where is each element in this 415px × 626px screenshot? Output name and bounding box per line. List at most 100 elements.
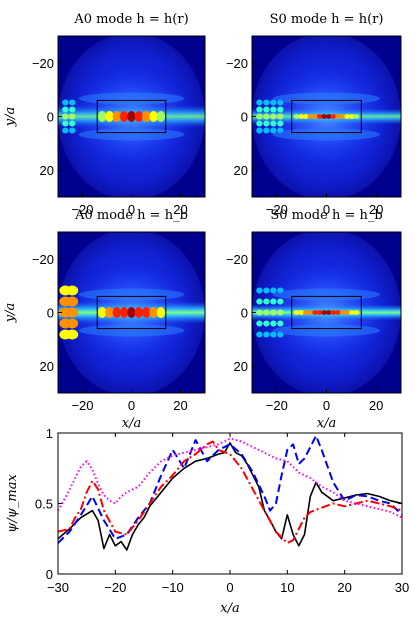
- y-tick-label: 0: [47, 306, 54, 321]
- field-hotspot: [142, 111, 151, 122]
- source-spot: [270, 120, 277, 127]
- source-spot: [270, 106, 277, 113]
- source-spot: [256, 99, 263, 106]
- source-spot: [277, 106, 284, 113]
- y-axis-label: y/a: [3, 303, 18, 323]
- y-tick-label: 1: [46, 426, 53, 441]
- source-spot: [256, 287, 263, 294]
- field-hotspot: [298, 310, 305, 315]
- x-tick-label: −20: [266, 202, 288, 217]
- y-tick-label: 0.5: [35, 497, 53, 512]
- source-spot: [263, 120, 270, 127]
- field-hotspot: [303, 310, 309, 315]
- field-hotspot: [105, 307, 114, 318]
- field-lobe: [272, 92, 381, 105]
- source-spot: [256, 320, 263, 327]
- field-lobe: [78, 324, 185, 337]
- source-spot: [263, 298, 270, 305]
- source-spot: [66, 329, 79, 340]
- x-tick-label: 0: [128, 398, 135, 413]
- source-spot: [270, 113, 277, 120]
- field-hotspot: [298, 114, 305, 119]
- source-spot: [66, 296, 79, 307]
- heatmap-field: [58, 36, 205, 197]
- source-spot: [66, 318, 79, 329]
- y-axis-label: ψ/ψ_max: [5, 473, 20, 532]
- panel-title: A0 mode h = h_b: [74, 208, 188, 223]
- x-tick-label: 20: [337, 580, 351, 595]
- field-hotspot: [149, 111, 158, 122]
- field-hotspot: [134, 307, 144, 318]
- field-hotspot: [119, 307, 129, 318]
- field-hotspot: [119, 111, 129, 122]
- field-hotspot: [112, 307, 122, 318]
- heatmap-panel-4: −20 0 20 −20 0 20 S0 mode h = h_b x/a: [226, 208, 402, 431]
- y-tick-label: 0: [47, 110, 54, 125]
- y-tick-label: 0: [46, 567, 53, 582]
- y-tick-label: 20: [40, 359, 54, 374]
- x-tick-label: 0: [323, 202, 330, 217]
- source-spot: [263, 331, 270, 338]
- scatterer-box: [291, 295, 362, 330]
- y-tick-label: −20: [32, 252, 54, 267]
- y-tick-label: 20: [234, 359, 248, 374]
- source-spot: [256, 309, 263, 316]
- y-tick-label: 0: [241, 306, 248, 321]
- field-hotspot: [321, 310, 328, 315]
- source-spot: [263, 287, 270, 294]
- field-hotspot: [325, 114, 332, 119]
- source-spot: [62, 120, 69, 127]
- plot-area: [58, 434, 402, 551]
- y-tick-label: 20: [234, 163, 248, 178]
- source-spot: [270, 331, 277, 338]
- source-spot: [256, 120, 263, 127]
- field-hotspot: [127, 307, 136, 318]
- x-tick-label: −20: [71, 398, 93, 413]
- source-spot: [62, 113, 69, 120]
- source-spot: [69, 113, 76, 120]
- field-hotspot: [127, 111, 136, 122]
- x-tick-label: 30: [395, 580, 409, 595]
- field-hotspot: [325, 310, 332, 315]
- series-line-3: [58, 440, 402, 544]
- source-spot: [69, 106, 76, 113]
- y-tick-label: −20: [226, 252, 248, 267]
- x-axis-label: x/a: [317, 416, 336, 431]
- x-tick-label: −30: [47, 580, 69, 595]
- field-hotspot: [316, 310, 323, 315]
- source-spot: [256, 106, 263, 113]
- heatmap-field: [252, 232, 401, 393]
- field-hotspot: [330, 310, 337, 315]
- field-hotspot: [335, 114, 341, 119]
- source-spot: [263, 127, 270, 134]
- field-hotspot: [316, 114, 323, 119]
- x-tick-label: 20: [173, 398, 187, 413]
- field-hotspot: [156, 307, 166, 318]
- field-hotspot: [330, 114, 337, 119]
- series-line-1: [58, 442, 402, 551]
- field-lobe: [78, 128, 185, 141]
- y-axis-label: y/a: [3, 107, 18, 127]
- x-tick-label: 0: [128, 202, 135, 217]
- field-hotspot: [293, 114, 300, 119]
- source-spot: [256, 298, 263, 305]
- source-spot: [277, 120, 284, 127]
- x-tick-label: 20: [369, 202, 383, 217]
- heatmap-panel-3: −20 0 20 −20 0 20 A0 mode h = h_b y/a x/a: [3, 208, 206, 431]
- y-tick-label: −20: [32, 56, 54, 71]
- source-spot: [66, 285, 79, 296]
- source-spot: [270, 298, 277, 305]
- scatterer-box: [96, 295, 167, 330]
- x-tick-label: 0: [323, 398, 330, 413]
- source-spot: [277, 298, 284, 305]
- heatmap-panel-2: −20 0 20 −20 0 20 S0 mode h = h(r): [226, 12, 402, 217]
- field-hotspot: [156, 111, 166, 122]
- x-tick-label: 0: [226, 580, 233, 595]
- field-hotspot: [312, 310, 318, 315]
- scatterer-box: [291, 99, 362, 134]
- source-spot: [256, 127, 263, 134]
- source-spot: [270, 99, 277, 106]
- source-spot: [69, 120, 76, 127]
- x-axis-label: x/a: [220, 601, 239, 616]
